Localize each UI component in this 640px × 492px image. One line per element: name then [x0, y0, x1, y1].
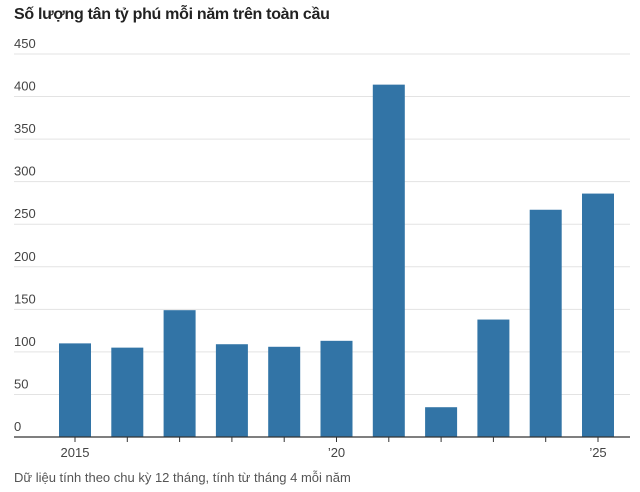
- x-tick-label: ’25: [589, 445, 606, 460]
- y-tick-label: 200: [14, 249, 36, 264]
- bar-2021: [372, 84, 405, 437]
- bar-2018: [215, 344, 248, 437]
- y-tick-label: 100: [14, 334, 36, 349]
- bar-2015: [59, 343, 91, 437]
- bar-2023: [477, 319, 510, 437]
- y-tick-label: 150: [14, 291, 36, 306]
- y-tick-label: 0: [14, 419, 21, 434]
- bar-2022: [425, 407, 458, 437]
- x-tick-label: ’20: [328, 445, 345, 460]
- bar-2017: [163, 310, 196, 437]
- y-tick-label: 450: [14, 36, 36, 51]
- bar-2016: [111, 347, 144, 437]
- bar-2020: [320, 340, 353, 437]
- bar-2025: [582, 193, 614, 437]
- bar-2024: [529, 209, 562, 437]
- chart-title: Số lượng tân tỷ phú mỗi năm trên toàn cầ…: [14, 6, 330, 23]
- y-tick-label: 300: [14, 164, 36, 179]
- chart-note: Dữ liệu tính theo chu kỳ 12 tháng, tính …: [14, 470, 351, 485]
- bar-2019: [268, 346, 301, 437]
- x-tick-label: 2015: [61, 445, 90, 460]
- y-tick-label: 250: [14, 206, 36, 221]
- y-tick-label: 350: [14, 121, 36, 136]
- y-tick-label: 50: [14, 376, 28, 391]
- y-tick-label: 400: [14, 79, 36, 94]
